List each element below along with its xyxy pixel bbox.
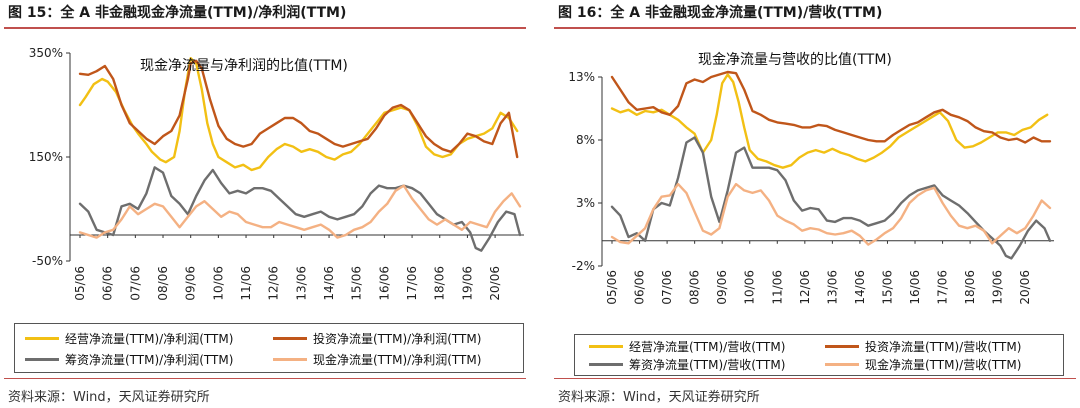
series-line (78, 59, 519, 159)
x-tick-label: 09/06 (184, 266, 198, 301)
y-tick-label: 3% (576, 196, 595, 210)
x-tick-label: 14/06 (853, 270, 867, 305)
legend-label: 投资净流量(TTM)/营收(TTM) (865, 340, 1022, 354)
legend-swatch (25, 358, 59, 361)
chart-annotation-title: 现金净流量与营收的比值(TTM) (698, 52, 892, 68)
y-tick-label: 13% (568, 70, 595, 84)
x-tick-label: 12/06 (267, 266, 281, 301)
legend-swatch (589, 345, 623, 348)
x-tick-label: 20/06 (488, 266, 502, 301)
y-tick-label: 8% (576, 133, 595, 147)
x-tick-label: 19/06 (991, 270, 1005, 305)
legend-swatch (25, 337, 59, 340)
series-line (610, 136, 1052, 260)
x-tick-label: 12/06 (798, 270, 812, 305)
legend-label: 经营净流量(TTM)/净利润(TTM) (65, 332, 234, 346)
chart-panel-right: 图 16：全 A 非金融现金净流量(TTM)/营收(TTM) -2% 3% 8% 13… (550, 0, 1080, 408)
series-line (610, 182, 1052, 246)
x-tick-label: 18/06 (963, 270, 977, 305)
title-divider (554, 27, 1076, 29)
figure-title: 图 16：全 A 非金融现金净流量(TTM)/营收(TTM) (558, 5, 883, 21)
x-tick-label: 16/06 (908, 270, 922, 305)
title-divider (4, 27, 526, 29)
legend-item: 筹资净流量(TTM)/净利润(TTM) (25, 351, 233, 368)
chart-annotation-title: 现金净流量与净利润的比值(TTM) (140, 58, 348, 74)
x-tick-label: 05/06 (73, 266, 87, 301)
x-tick-label: 11/06 (239, 266, 253, 301)
series-line (610, 73, 1049, 169)
x-tick-label: 07/06 (128, 266, 142, 301)
source-divider (4, 378, 526, 379)
x-tick-label: 13/06 (294, 266, 308, 301)
x-tick-label: 16/06 (377, 266, 391, 301)
series-line (78, 184, 522, 239)
x-tick-label: 07/06 (660, 270, 674, 305)
legend-item: 投资净流量(TTM)/净利润(TTM) (273, 330, 481, 347)
x-tick-label: 05/06 (605, 270, 619, 305)
x-tick-label: 08/06 (156, 266, 170, 301)
legend-item: 现金净流量(TTM)/净利润(TTM) (273, 351, 481, 368)
x-tick-label: 10/06 (743, 270, 757, 305)
legend-swatch (273, 358, 307, 361)
x-tick-label: 11/06 (770, 270, 784, 305)
x-tick-label: 09/06 (715, 270, 729, 305)
x-tick-label: 20/06 (1018, 270, 1032, 305)
series-line (610, 70, 1052, 144)
x-tick-label: 15/06 (880, 270, 894, 305)
legend-swatch (273, 337, 307, 340)
y-tick-label: 150% (29, 150, 63, 164)
legend: 经营净流量(TTM)/净利润(TTM) 投资净流量(TTM)/净利润(TTM) … (14, 323, 524, 373)
legend-label: 现金净流量(TTM)/营收(TTM) (865, 358, 1022, 372)
x-tick-label: 08/06 (688, 270, 702, 305)
legend-item: 现金净流量(TTM)/营收(TTM) (825, 356, 1021, 373)
x-tick-label: 06/06 (101, 266, 115, 301)
legend: 经营净流量(TTM)/营收(TTM) 投资净流量(TTM)/营收(TTM) 筹资… (574, 334, 1064, 376)
x-tick-label: 06/06 (633, 270, 647, 305)
x-tick-label: 15/06 (350, 266, 364, 301)
x-tick-label: 17/06 (405, 266, 419, 301)
legend-label: 经营净流量(TTM)/营收(TTM) (629, 340, 786, 354)
y-tick-label: -50% (32, 254, 63, 268)
legend-label: 现金净流量(TTM)/净利润(TTM) (313, 353, 482, 367)
y-tick-label: -2% (572, 259, 595, 273)
source-note: 资料来源：Wind，天风证券研究所 (558, 390, 760, 405)
x-tick-label: 19/06 (460, 266, 474, 301)
legend-label: 投资净流量(TTM)/净利润(TTM) (313, 332, 482, 346)
legend-item: 经营净流量(TTM)/净利润(TTM) (25, 330, 233, 347)
source-note: 资料来源：Wind，天风证券研究所 (8, 390, 210, 405)
legend-swatch (589, 363, 623, 366)
x-tick-label: 17/06 (936, 270, 950, 305)
legend-label: 筹资净流量(TTM)/营收(TTM) (629, 358, 786, 372)
legend-swatch (825, 345, 859, 348)
figure-title: 图 15：全 A 非金融现金净流量(TTM)/净利润(TTM) (8, 5, 347, 21)
x-tick-label: 14/06 (322, 266, 336, 301)
x-tick-label: 18/06 (433, 266, 447, 301)
legend-label: 筹资净流量(TTM)/净利润(TTM) (65, 353, 234, 367)
legend-item: 经营净流量(TTM)/营收(TTM) (589, 338, 785, 355)
legend-swatch (825, 363, 859, 366)
line-chart: -2% 3% 8% 13% 05/06 06/06 07/06 08/06 09/06 10/06… (568, 52, 1054, 305)
source-divider (554, 378, 1076, 379)
y-tick-label: 350% (29, 46, 63, 60)
legend-item: 筹资净流量(TTM)/营收(TTM) (589, 356, 785, 373)
x-tick-label: 10/06 (211, 266, 225, 301)
chart-panel-left: 图 15：全 A 非金融现金净流量(TTM)/净利润(TTM) -50% 150%… (0, 0, 530, 408)
series-line (78, 57, 519, 172)
x-tick-label: 13/06 (825, 270, 839, 305)
line-chart: -50% 150% 350% 05/06 06/06 07/06 08/06 09/06 10/… (29, 46, 524, 301)
legend-item: 投资净流量(TTM)/营收(TTM) (825, 338, 1021, 355)
